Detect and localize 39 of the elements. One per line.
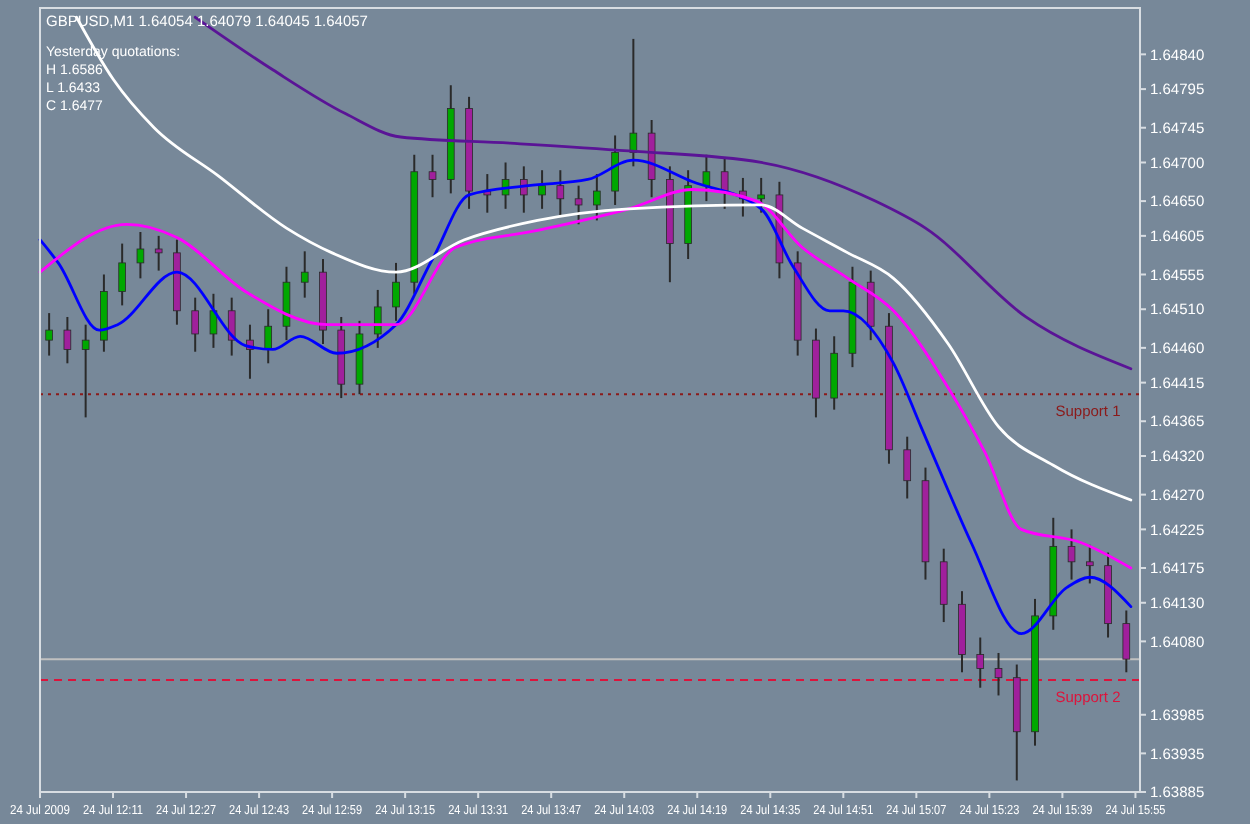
candlestick: [903, 435, 912, 500]
line-series: [38, 188, 1133, 570]
candlestick: [611, 134, 619, 206]
candlestick: [830, 335, 838, 411]
candlestick: [757, 176, 765, 214]
candlestick: [939, 547, 948, 624]
line-series: [193, 15, 1133, 371]
candlestick: [1122, 609, 1131, 674]
candlestick: [702, 153, 711, 203]
candlestick: [81, 323, 90, 419]
candlestick: [574, 184, 583, 226]
candlestick: [227, 296, 236, 357]
candlestick: [63, 315, 72, 365]
candlestick: [209, 292, 218, 349]
candlestick: [976, 636, 985, 689]
candlestick: [373, 288, 382, 349]
candlestick: [647, 119, 656, 199]
candlestick: [520, 165, 528, 214]
candlestick: [1067, 528, 1076, 581]
candlestick: [866, 269, 875, 342]
candlestick: [136, 231, 145, 280]
candlestick: [428, 153, 437, 199]
candlestick: [118, 242, 126, 307]
candlestick: [1085, 543, 1094, 585]
candlestick: [593, 173, 601, 222]
candlestick: [45, 312, 53, 357]
candlestick: [994, 651, 1003, 697]
line-series: [38, 158, 1133, 636]
candlestick: [264, 308, 273, 365]
candlestick: [300, 250, 309, 299]
candlestick: [191, 296, 199, 353]
candlestick: [556, 169, 565, 218]
candlestick: [629, 37, 638, 168]
candlestick: [538, 169, 546, 210]
candlestick: [282, 265, 291, 342]
candlestick: [501, 161, 510, 210]
candlestick: [154, 234, 163, 272]
candlestick: [392, 261, 400, 322]
candlestick: [720, 157, 729, 210]
